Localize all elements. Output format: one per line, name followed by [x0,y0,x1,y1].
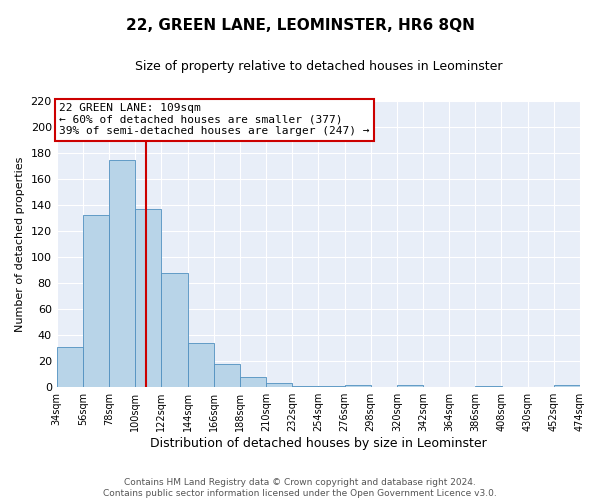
Text: 22 GREEN LANE: 109sqm
← 60% of detached houses are smaller (377)
39% of semi-det: 22 GREEN LANE: 109sqm ← 60% of detached … [59,103,370,136]
Bar [266,384,292,387]
Bar [214,364,240,387]
Bar [83,215,109,387]
Y-axis label: Number of detached properties: Number of detached properties [15,156,25,332]
Text: Contains HM Land Registry data © Crown copyright and database right 2024.
Contai: Contains HM Land Registry data © Crown c… [103,478,497,498]
Bar [475,386,502,387]
Bar [56,347,83,387]
Bar [344,384,371,387]
Bar [292,386,319,387]
Bar [109,160,135,387]
Title: Size of property relative to detached houses in Leominster: Size of property relative to detached ho… [134,60,502,73]
Text: 22, GREEN LANE, LEOMINSTER, HR6 8QN: 22, GREEN LANE, LEOMINSTER, HR6 8QN [125,18,475,32]
Bar [161,272,187,387]
X-axis label: Distribution of detached houses by size in Leominster: Distribution of detached houses by size … [150,437,487,450]
Bar [240,377,266,387]
Bar [187,343,214,387]
Bar [397,384,423,387]
Bar [135,208,161,387]
Bar [554,384,580,387]
Bar [319,386,344,387]
